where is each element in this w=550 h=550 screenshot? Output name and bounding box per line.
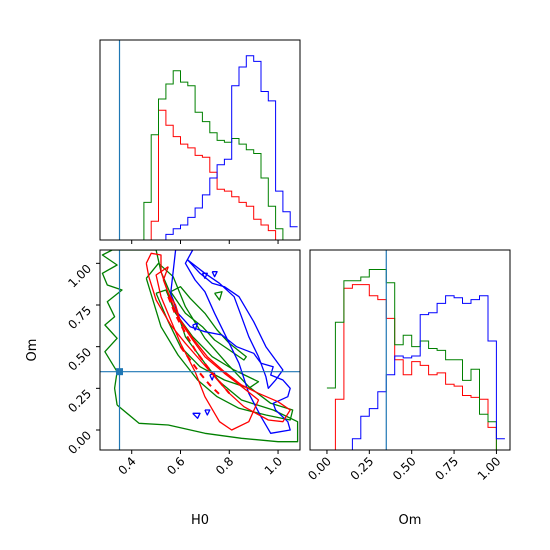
contour-ytick-label-4: 1.00 bbox=[65, 262, 94, 291]
h0-histogram-panel bbox=[99, 39, 301, 244]
contour-xtick-label-3: 1.0 bbox=[262, 454, 285, 477]
contour-lines-group bbox=[101, 250, 299, 443]
contour-green-2 bbox=[170, 286, 247, 361]
om-hist-xtick-label-0: 0.00 bbox=[305, 454, 334, 483]
om-hist-xtick-label-3: 0.75 bbox=[432, 454, 461, 483]
om-histogram-panel: 0.00 0.25 0.50 0.75 1.00 bbox=[305, 249, 511, 483]
om-hist-xtick-label-2: 0.50 bbox=[390, 454, 419, 483]
contour-green-1 bbox=[145, 262, 294, 421]
contour-blue-6 bbox=[187, 259, 284, 389]
contour-blue-7 bbox=[192, 322, 199, 331]
contour-frame bbox=[99, 249, 301, 451]
contour-ytick-label-2: 0.50 bbox=[65, 345, 94, 374]
truth-marker bbox=[116, 368, 124, 376]
contour-ytick-label-3: 0.75 bbox=[65, 303, 94, 332]
om-hist-red-series bbox=[326, 284, 505, 451]
om-hist-blue-series bbox=[326, 295, 505, 451]
contour-ytick-label-1: 0.25 bbox=[65, 387, 94, 416]
contour-green-0 bbox=[101, 250, 299, 443]
x-axis-label-om: Om bbox=[399, 513, 422, 528]
contour-red-14 bbox=[155, 266, 260, 431]
h0-hist-red-series bbox=[100, 109, 298, 241]
om-hist-xtick-label-4: 1.00 bbox=[475, 454, 504, 483]
contour-green-4 bbox=[214, 291, 223, 301]
h0-hist-green-series bbox=[100, 70, 298, 241]
contour-ytick-label-0: 0.00 bbox=[65, 428, 94, 457]
om-hist-green-series bbox=[326, 269, 505, 451]
contour-xtick-label-1: 0.6 bbox=[164, 454, 187, 477]
contour-blue-11 bbox=[201, 272, 208, 279]
h0-hist-frame bbox=[99, 39, 301, 241]
contour-blue-12 bbox=[211, 271, 218, 278]
h0-om-contour-panel: 0.4 0.6 0.8 1.0 0.00 0.25 0.50 0.75 1.00 bbox=[65, 249, 301, 478]
x-axis-label-h0: H0 bbox=[191, 513, 209, 528]
y-axis-label-om: Om bbox=[25, 339, 40, 362]
contour-blue-10 bbox=[204, 409, 211, 416]
contour-blue-5 bbox=[170, 250, 291, 434]
contour-xtick-label-2: 0.8 bbox=[213, 454, 236, 477]
h0-hist-blue-series bbox=[100, 55, 298, 241]
contour-blue-9 bbox=[192, 412, 201, 419]
om-hist-xtick-label-1: 0.25 bbox=[348, 454, 377, 483]
contour-xtick-label-0: 0.4 bbox=[115, 454, 138, 477]
contour-red-15 bbox=[167, 296, 231, 394]
om-hist-frame bbox=[309, 249, 511, 451]
